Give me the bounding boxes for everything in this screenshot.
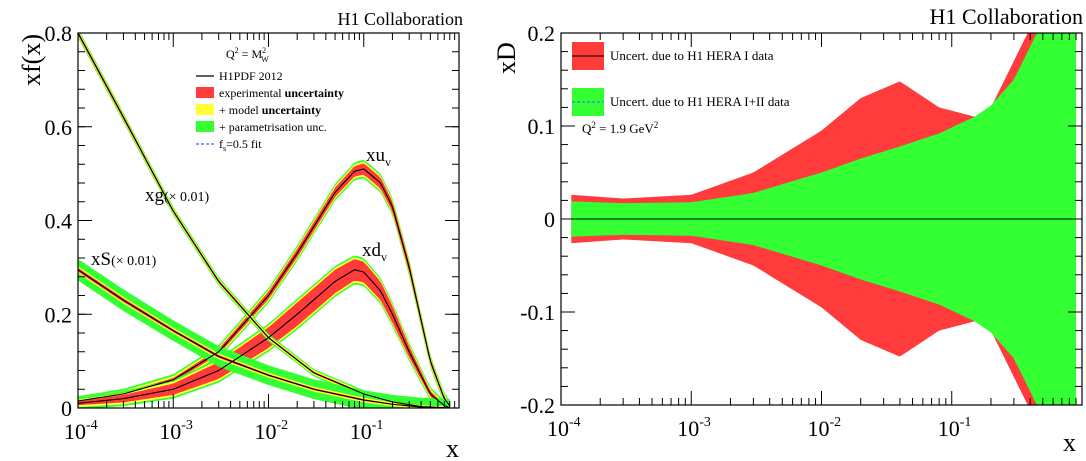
band-param-xs-x0-01 xyxy=(78,258,450,408)
left-y-axis-label: xf(x) xyxy=(17,34,46,86)
right-y-tick-label: -0.2 xyxy=(520,393,555,418)
line-xg-x0-01 xyxy=(78,33,450,408)
line-xs-x0-01 xyxy=(78,269,450,408)
right-legend-entries: Uncert. due to H1 HERA I data Uncert. due… xyxy=(572,42,790,116)
right-legend-label: Uncert. due to H1 HERA I+II data xyxy=(610,94,790,109)
right-x-tick-label: 10-2 xyxy=(808,415,842,441)
left-curve-labels: xuv xdv xg(× 0.01) xS(× 0.01) xyxy=(91,145,391,270)
right-x-tick-label: 10-1 xyxy=(938,415,972,441)
xs-label: xS(× 0.01) xyxy=(91,249,157,270)
left-axis-ticks: 10-4 10-3 10-2 10-1 0 0.2 0.4 0.6 0.8 xyxy=(45,21,459,444)
left-collaboration-label: H1 Collaboration xyxy=(338,9,463,29)
line-xd-v xyxy=(78,269,450,408)
left-y-tick-label: 0 xyxy=(61,396,72,421)
left-x-tick-label: 10-1 xyxy=(350,418,384,444)
left-legend-label: + model uncertainty xyxy=(219,103,321,117)
left-x-tick-label: 10-3 xyxy=(159,418,193,444)
right-x-tick-label: 10-3 xyxy=(677,415,711,441)
right-collaboration-label: H1 Collaboration xyxy=(930,4,1083,29)
right-y-tick-label: 0 xyxy=(544,207,555,232)
left-y-tick-label: 0.4 xyxy=(45,209,73,234)
right-y-tick-label: 0.1 xyxy=(528,114,556,139)
left-legend-entries: H1PDF 2012 experimental uncertainty + mode… xyxy=(196,69,344,153)
left-legend-label: experimental uncertainty xyxy=(219,86,344,100)
right-panel: 10-4 10-3 10-2 10-1 -0.2 -0.1 0 0.1 0.2 H1 Colla… xyxy=(492,4,1083,457)
right-y-axis-label: xD xyxy=(492,42,521,74)
left-legend-label: fs=0.5 fit xyxy=(219,137,262,153)
left-panel: 10-4 10-3 10-2 10-1 0 0.2 0.4 0.6 0.8 H1 Collabo… xyxy=(17,9,463,461)
right-legend-label: Uncert. due to H1 HERA I data xyxy=(610,48,774,63)
xdv-label: xdv xyxy=(362,240,387,264)
right-y-tick-label: 0.2 xyxy=(528,21,556,46)
xuv-label: xuv xyxy=(366,145,391,169)
right-y-tick-label: -0.1 xyxy=(520,300,555,325)
xg-label: xg(× 0.01) xyxy=(145,185,210,206)
left-x-tick-label: 10-4 xyxy=(64,418,98,444)
right-axis-ticks: 10-4 10-3 10-2 10-1 -0.2 -0.1 0 0.1 0.2 xyxy=(520,21,1082,441)
left-legend-label: + parametrisation unc. xyxy=(219,120,327,134)
right-legend: Uncert. due to H1 HERA I data Uncert. due… xyxy=(572,42,790,136)
left-legend-swatch xyxy=(196,104,214,115)
right-x-axis-label: x xyxy=(1063,428,1076,457)
right-x-tick-label: 10-4 xyxy=(547,415,581,441)
left-y-tick-label: 0.8 xyxy=(45,21,73,46)
left-x-tick-label: 10-2 xyxy=(255,418,289,444)
right-plot-bands xyxy=(561,33,1082,405)
left-legend-scale: Q2 = M2 W xyxy=(226,46,269,64)
left-x-axis-label: x xyxy=(446,434,459,461)
left-legend-label: H1PDF 2012 xyxy=(219,69,283,83)
left-legend-swatch xyxy=(196,121,214,132)
left-y-tick-label: 0.6 xyxy=(45,115,73,140)
left-plot-lines xyxy=(78,33,451,408)
left-legend-swatch xyxy=(196,87,214,98)
line-xu-v xyxy=(78,168,451,406)
right-legend-scale: Q2 = 1.9 GeV2 xyxy=(582,120,658,136)
left-y-tick-label: 0.2 xyxy=(45,302,73,327)
left-legend: Q2 = M2 W H1PDF 2012 experimental uncertai… xyxy=(196,46,344,153)
